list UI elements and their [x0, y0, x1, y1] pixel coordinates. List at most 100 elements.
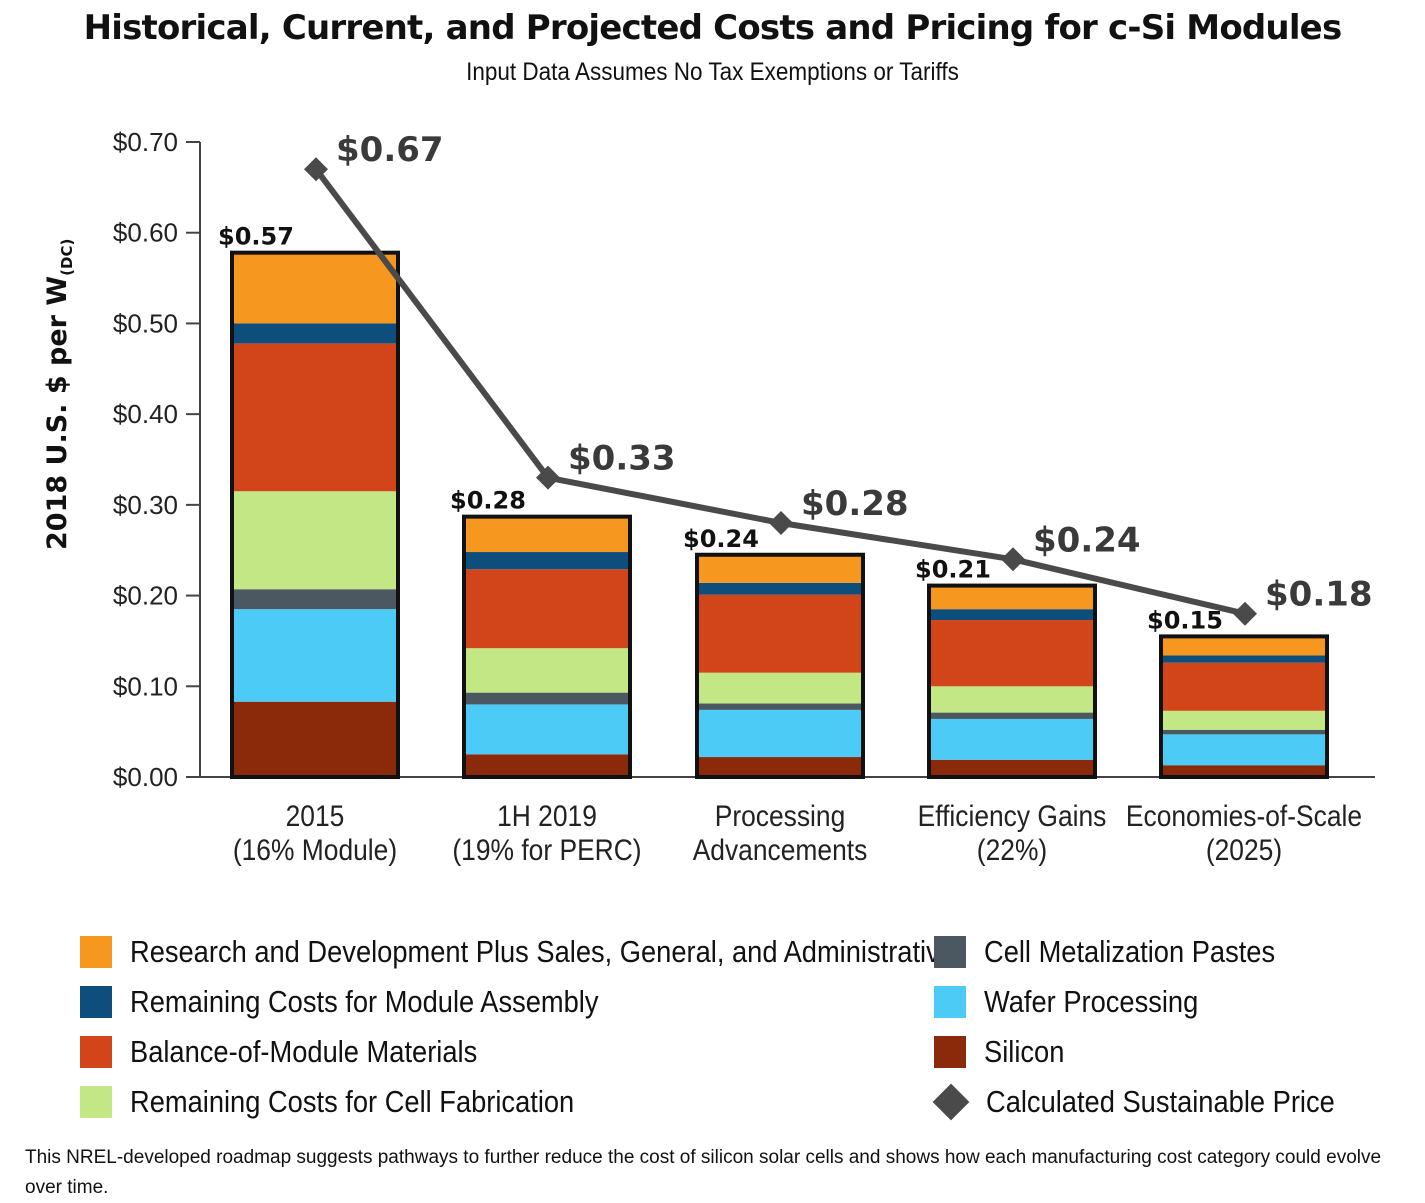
x-category-label-line2: (16% Module) — [233, 832, 397, 866]
bar-total-label: $0.21 — [915, 556, 991, 584]
legend-item: Balance-of-Module Materials — [80, 1032, 525, 1072]
y-tick-label: $0.00 — [113, 762, 178, 792]
x-category-label-line2: (2025) — [1206, 832, 1282, 866]
legend-label: Remaining Costs for Cell Fabrication — [130, 1084, 575, 1119]
sustainable-price-label: $0.33 — [568, 439, 676, 479]
sustainable-price-marker — [1233, 601, 1257, 626]
bar-total-label: $0.15 — [1147, 606, 1223, 634]
bar-outline — [462, 514, 632, 780]
bar-segment-cell-metalization-pastes — [232, 589, 398, 610]
legend-color-swatch — [80, 986, 112, 1018]
bar-segment-balance-of-module-materials — [232, 343, 398, 492]
legend-label: Calculated Sustainable Price — [986, 1084, 1335, 1119]
legend-item: Remaining Costs for Module Assembly — [80, 982, 662, 1022]
bar-segment-balance-of-module-materials — [1161, 662, 1327, 711]
chart-title: Historical, Current, and Projected Costs… — [83, 8, 1343, 48]
bar-segment-remaining-costs-for-cell-fabrication — [697, 672, 863, 704]
bar-segment-cell-metalization-pastes — [929, 712, 1095, 719]
legend-color-swatch — [80, 936, 112, 968]
sustainable-price-label: $0.67 — [336, 130, 444, 170]
sustainable-price-marker — [769, 511, 793, 535]
sustainable-price-marker — [1001, 547, 1025, 572]
chart-subtitle: Input Data Assumes No Tax Exemptions or … — [466, 58, 959, 86]
stacked-bar-chart: $0.00 $0.10 $0.20 $0.30 $0.40 $0.50 $0.60 $0.70… — [42, 127, 1375, 866]
bar-outline — [1159, 634, 1329, 780]
bar-segment-wafer-processing — [929, 718, 1095, 760]
y-tick-label: $0.50 — [113, 308, 178, 338]
bar-segment-remaining-costs-for-module-assembly — [929, 609, 1095, 621]
sustainable-price-label: $0.18 — [1265, 575, 1373, 615]
legend-item: Remaining Costs for Cell Fabrication — [80, 1082, 635, 1122]
bar-segment-silicon — [697, 757, 863, 777]
bar-segment-balance-of-module-materials — [464, 569, 630, 649]
bar-segment-cell-metalization-pastes — [464, 692, 630, 705]
sustainable-price-marker — [536, 465, 560, 490]
y-tick-label: $0.70 — [113, 127, 178, 157]
bar-segment-research-and-development-plus-sales-general-and-administrative — [232, 252, 398, 324]
legend-label: Remaining Costs for Module Assembly — [130, 984, 599, 1019]
y-tick-label: $0.20 — [113, 581, 178, 611]
legend-diamond-marker — [932, 1083, 970, 1121]
x-category-label-line1: 1H 2019 — [497, 798, 597, 832]
legend: Research and Development Plus Sales, Gen… — [80, 932, 1400, 1122]
bar-total-label: $0.24 — [683, 525, 759, 553]
bar-segment-research-and-development-plus-sales-general-and-administrative — [929, 585, 1095, 610]
bar-segment-balance-of-module-materials — [697, 594, 863, 673]
x-category-label-line1: 2015 — [286, 798, 345, 832]
x-category-label-line2: (19% for PERC) — [452, 832, 641, 866]
x-category-label-line2: Advancements — [693, 832, 868, 866]
bar-total-label: $0.57 — [218, 223, 294, 251]
figure-caption: This NREL-developed roadmap suggests pat… — [25, 1147, 1382, 1198]
bar-segment-remaining-costs-for-cell-fabrication — [232, 491, 398, 590]
legend-item: Wafer Processing — [934, 982, 1228, 1022]
y-axis-label-main: 2018 U.S. $ per W — [42, 276, 73, 550]
y-axis-label: 2018 U.S. $ per W(DC) — [42, 239, 76, 550]
bar-segment-cell-metalization-pastes — [1161, 729, 1327, 735]
bar-segment-wafer-processing — [1161, 734, 1327, 766]
bar-segment-remaining-costs-for-cell-fabrication — [929, 686, 1095, 713]
sustainable-price-label: $0.24 — [1033, 520, 1141, 560]
bar-segment-remaining-costs-for-module-assembly — [464, 552, 630, 570]
legend-label: Balance-of-Module Materials — [130, 1034, 478, 1069]
x-category-label-line2: (22%) — [977, 832, 1047, 866]
bar-outline — [230, 250, 400, 779]
legend-color-swatch — [934, 1036, 966, 1068]
legend-label: Wafer Processing — [984, 984, 1199, 1019]
bar-outline — [695, 552, 865, 779]
x-category-label-line1: Efficiency Gains — [918, 798, 1107, 832]
bar-segment-remaining-costs-for-module-assembly — [1161, 655, 1327, 663]
bar-segment-remaining-costs-for-module-assembly — [232, 323, 398, 344]
sustainable-price-marker — [304, 157, 328, 182]
bar-segment-research-and-development-plus-sales-general-and-administrative — [697, 554, 863, 583]
bar-segment-research-and-development-plus-sales-general-and-administrative — [464, 516, 630, 553]
bar-segment-research-and-development-plus-sales-general-and-administrative — [1161, 636, 1327, 656]
bar-segment-remaining-costs-for-cell-fabrication — [464, 648, 630, 693]
y-tick-label: $0.60 — [113, 218, 178, 248]
legend-color-swatch — [934, 986, 966, 1018]
legend-label: Cell Metalization Pastes — [984, 934, 1276, 969]
sustainable-price-label: $0.28 — [801, 484, 909, 524]
bar-outline — [927, 583, 1097, 779]
legend-item: Cell Metalization Pastes — [934, 932, 1315, 972]
x-category-label-line1: Economies-of-Scale — [1126, 798, 1362, 832]
legend-item: Research and Development Plus Sales, Gen… — [80, 932, 1067, 972]
legend-color-swatch — [80, 1036, 112, 1068]
bar-total-label: $0.28 — [450, 487, 526, 515]
legend-item: Calculated Sustainable Price — [932, 1082, 1382, 1122]
bar-segment-wafer-processing — [464, 704, 630, 755]
legend-label: Silicon — [984, 1034, 1065, 1069]
y-tick-label: $0.30 — [113, 490, 178, 520]
bar-segment-silicon — [232, 701, 398, 777]
bar-segment-wafer-processing — [232, 609, 398, 702]
bar-segment-remaining-costs-for-module-assembly — [697, 582, 863, 595]
y-axis-label-subscript: (DC) — [58, 239, 76, 276]
bar-segment-wafer-processing — [697, 709, 863, 758]
bar-segment-cell-metalization-pastes — [697, 703, 863, 710]
legend-label: Research and Development Plus Sales, Gen… — [130, 934, 955, 969]
y-tick-label: $0.10 — [113, 671, 178, 701]
legend-color-swatch — [80, 1086, 112, 1118]
legend-color-swatch — [934, 936, 966, 968]
y-tick-label: $0.40 — [113, 399, 178, 429]
bar-segment-silicon — [1161, 765, 1327, 777]
legend-item: Silicon — [934, 1032, 1075, 1072]
